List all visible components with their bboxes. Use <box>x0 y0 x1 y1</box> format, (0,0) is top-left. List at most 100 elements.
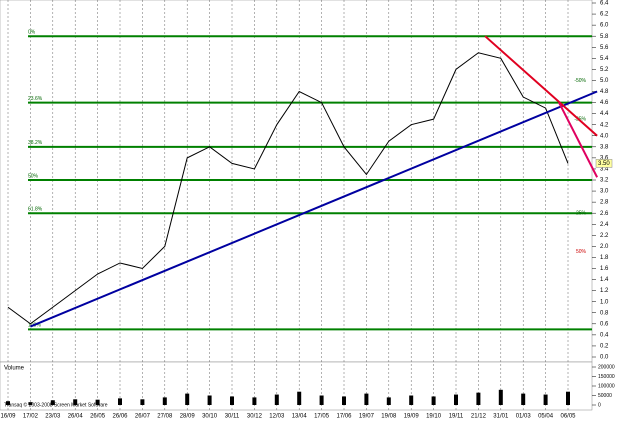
y-tick-label: 0.4 <box>600 332 609 338</box>
volume-bar <box>386 397 391 405</box>
volume-tick-label: 200000 <box>598 364 615 370</box>
y-tick-label: 5.2 <box>600 67 609 73</box>
y-tick-label: 3.4 <box>600 167 609 173</box>
y-tick-label: 4.0 <box>600 133 609 139</box>
y-tick-label: 4.6 <box>600 100 609 106</box>
y-tick-label: 0.0 <box>600 355 609 361</box>
x-tick-label: 30/11 <box>225 414 240 420</box>
last-price-box <box>595 159 613 168</box>
x-tick-label: 17/05 <box>314 414 330 420</box>
trend-line <box>558 102 599 178</box>
y-tick-label: 0.8 <box>600 310 609 316</box>
volume-bar <box>95 399 100 405</box>
volume-tick-label: 0 <box>598 402 601 408</box>
y-tick-label: 5.6 <box>600 45 609 51</box>
volume-bar <box>342 396 346 405</box>
volume-bar <box>364 393 369 405</box>
y-tick-label: 4.2 <box>600 122 609 128</box>
volume-bar <box>73 399 78 405</box>
volume-bar <box>185 393 190 405</box>
volume-bar <box>498 389 503 405</box>
trend-line <box>30 90 598 328</box>
fib-label: 61.8% <box>28 207 43 213</box>
x-tick-label: 19/08 <box>381 414 397 420</box>
y-tick-label: 2.0 <box>600 244 609 250</box>
y-tick-label: 6.4 <box>600 1 609 7</box>
x-tick-label: 17/02 <box>23 414 39 420</box>
y-tick-label: 1.8 <box>600 255 609 261</box>
y-tick-label: 2.2 <box>600 233 609 239</box>
fib-label: 23.6% <box>28 96 43 102</box>
y-tick-label: 5.4 <box>600 56 609 62</box>
x-tick-label: 17/06 <box>336 414 352 420</box>
x-tick-label: 01/03 <box>516 414 532 420</box>
fib-label: 50% <box>28 173 39 179</box>
y-tick-label: 3.8 <box>600 144 609 150</box>
y-tick-label: 6.2 <box>600 12 609 18</box>
y-tick-label: 5.8 <box>600 34 609 40</box>
volume-bar <box>543 394 548 405</box>
volume-bar <box>409 395 414 405</box>
x-tick-label: 26/05 <box>90 414 106 420</box>
fib-label: 0% <box>28 30 36 36</box>
x-tick-label: 21/12 <box>471 414 487 420</box>
copyright: Transaq © 2003-2008 Screen Market Softwa… <box>4 401 108 408</box>
x-tick-label: 28/09 <box>180 414 196 420</box>
x-tick-label: 26/04 <box>68 414 84 420</box>
right-label: 25% <box>576 211 587 217</box>
y-tick-label: 0.6 <box>600 321 609 327</box>
y-tick-label: 1.2 <box>600 288 609 294</box>
y-tick-label: 2.4 <box>600 222 609 228</box>
x-tick-label: 23/03 <box>45 414 61 420</box>
x-tick-label: 19/10 <box>426 414 442 420</box>
volume-bar <box>207 395 212 405</box>
volume-bar <box>140 399 145 405</box>
x-tick-label: 27/08 <box>157 414 173 420</box>
volume-bar <box>252 397 257 405</box>
x-tick-label: 30/12 <box>247 414 263 420</box>
volume-bar <box>162 397 167 405</box>
volume-bar <box>297 391 302 405</box>
y-tick-label: 1.0 <box>600 299 609 305</box>
y-tick-label: 3.6 <box>600 155 609 161</box>
right-label: 50% <box>576 249 587 255</box>
x-tick-label: 05/04 <box>538 414 554 420</box>
volume-bar <box>319 395 324 405</box>
volume-bar <box>230 396 234 405</box>
volume-bar <box>521 393 526 405</box>
volume-label: Volume <box>4 366 25 372</box>
right-label: -25% <box>574 116 586 122</box>
y-tick-label: 4.8 <box>600 89 609 95</box>
volume-bar <box>274 394 279 405</box>
x-tick-label: 16/09 <box>0 414 16 420</box>
x-tick-label: 12/03 <box>269 414 285 420</box>
y-tick-label: 2.8 <box>600 200 609 206</box>
y-tick-label: 5.0 <box>600 78 609 84</box>
volume-bar <box>118 398 122 405</box>
y-tick-label: 3.0 <box>600 189 609 195</box>
x-tick-label: 26/07 <box>135 414 151 420</box>
x-tick-label: 19/09 <box>404 414 420 420</box>
x-tick-label: 30/10 <box>202 414 218 420</box>
volume-tick-label: 150000 <box>598 374 615 380</box>
x-tick-label: 19/11 <box>449 414 464 420</box>
volume-tick-label: 100000 <box>598 383 615 389</box>
y-tick-label: 3.2 <box>600 178 609 184</box>
y-tick-label: 4.4 <box>600 111 609 117</box>
y-tick-label: 1.6 <box>600 266 609 272</box>
x-tick-label: 06/05 <box>560 414 576 420</box>
y-tick-label: 6.0 <box>600 23 609 29</box>
price-line <box>7 52 569 325</box>
y-tick-label: 2.6 <box>600 211 609 217</box>
x-tick-label: 31/01 <box>493 414 509 420</box>
volume-bar <box>431 396 436 405</box>
volume-bar <box>476 392 481 405</box>
volume-bar <box>6 401 10 405</box>
volume-bar <box>50 400 55 405</box>
volume-bar <box>28 402 33 405</box>
x-tick-label: 26/06 <box>112 414 128 420</box>
volume-tick-label: 50000 <box>598 393 612 399</box>
x-tick-label: 19/07 <box>359 414 375 420</box>
trend-line <box>484 35 598 137</box>
